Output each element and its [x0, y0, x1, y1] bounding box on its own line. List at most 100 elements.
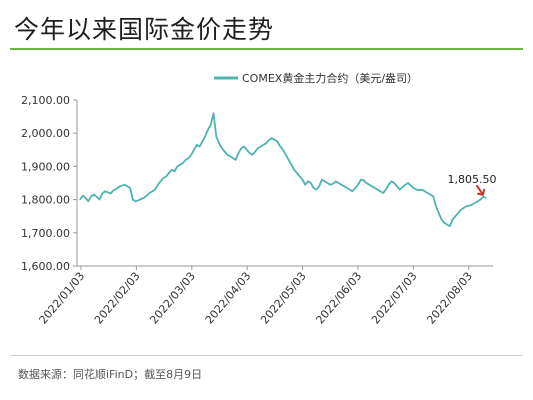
data-point	[243, 145, 245, 148]
data-point	[427, 192, 429, 194]
y-tick-label: 1,600.00	[21, 260, 70, 273]
x-tick-label: 2022/08/03	[424, 270, 475, 327]
data-point	[435, 205, 437, 207]
data-point	[212, 112, 215, 114]
legend: COMEX黄金主力合约（美元/盎司）	[214, 71, 418, 85]
data-point	[379, 190, 381, 192]
y-tick-label: 2,000.00	[21, 127, 70, 140]
data-point	[140, 198, 142, 200]
data-point	[388, 184, 390, 186]
data-point	[265, 142, 267, 144]
data-point	[104, 190, 106, 192]
data-point	[413, 187, 415, 189]
title-divider	[10, 48, 523, 50]
data-point	[343, 185, 345, 187]
data-point	[85, 197, 87, 199]
data-point	[148, 192, 151, 194]
data-point	[301, 179, 304, 181]
data-point	[129, 187, 131, 189]
data-point	[310, 182, 312, 184]
data-point	[199, 145, 201, 148]
x-tick-label: 2022/05/03	[258, 270, 309, 327]
data-point	[87, 200, 89, 202]
data-point	[187, 157, 190, 159]
data-point	[210, 124, 212, 126]
data-point	[196, 144, 198, 146]
data-point	[329, 184, 331, 186]
data-point	[182, 162, 184, 164]
data-point	[404, 184, 406, 186]
data-point	[335, 180, 337, 182]
data-point	[93, 194, 95, 196]
data-point	[235, 159, 237, 161]
data-point	[399, 189, 401, 191]
data-source-note: 数据来源：同花顺iFinD；截至8月9日	[18, 368, 203, 381]
data-point	[229, 155, 231, 157]
data-point	[463, 207, 465, 209]
data-point	[215, 135, 217, 138]
data-point	[315, 189, 317, 191]
data-point	[107, 191, 109, 193]
data-point	[438, 212, 440, 214]
data-point	[374, 187, 376, 189]
data-point	[271, 137, 273, 139]
data-point	[162, 177, 164, 179]
data-point	[471, 204, 473, 206]
data-point	[257, 147, 259, 149]
data-point	[132, 199, 134, 201]
data-point	[357, 184, 359, 186]
data-point	[299, 175, 301, 177]
data-point	[285, 154, 287, 156]
x-tick-label: 2022/06/03	[314, 270, 365, 327]
data-point	[354, 187, 356, 189]
data-point	[390, 180, 393, 182]
data-point	[137, 199, 139, 201]
data-point	[176, 165, 178, 167]
data-point	[415, 189, 418, 191]
x-tick-label: 2022/07/03	[369, 270, 420, 327]
data-point	[98, 199, 101, 201]
data-point	[96, 196, 98, 198]
data-point	[101, 193, 103, 195]
data-point	[307, 180, 309, 182]
data-point	[477, 200, 479, 202]
data-point	[190, 154, 192, 156]
data-point	[204, 135, 206, 138]
legend-label: COMEX黄金主力合约（美元/盎司）	[242, 71, 418, 85]
data-point	[340, 184, 342, 186]
data-point	[454, 215, 456, 217]
data-point	[254, 150, 256, 153]
data-point	[218, 142, 220, 144]
x-axis: 2022/01/03 2022/02/03 2022/03/03 2022/04/03…	[37, 266, 475, 327]
data-point	[440, 218, 443, 221]
data-point	[79, 199, 81, 201]
data-point	[485, 197, 487, 199]
data-point	[123, 184, 126, 186]
data-point	[326, 182, 329, 184]
data-point	[135, 200, 137, 202]
data-point	[332, 183, 334, 185]
data-point	[82, 195, 84, 197]
data-point	[376, 189, 379, 191]
data-point	[171, 169, 173, 171]
data-point	[351, 190, 354, 192]
data-point	[207, 129, 209, 131]
data-point	[276, 140, 278, 143]
data-point	[346, 187, 348, 189]
data-point	[165, 175, 167, 177]
data-point	[112, 189, 114, 191]
data-point	[293, 169, 295, 171]
data-point	[360, 179, 362, 181]
data-point	[110, 193, 112, 195]
y-tick-label: 2,100.00	[21, 94, 70, 107]
data-point	[402, 186, 404, 188]
data-point	[446, 223, 448, 226]
data-point	[249, 152, 251, 154]
data-point	[365, 182, 367, 184]
x-tick-label: 2022/02/03	[92, 270, 143, 327]
data-point	[396, 185, 398, 187]
chart-canvas: COMEX黄金主力合约（美元/盎司） 1,600.00 1,700.00 1,800…	[21, 71, 496, 327]
last-price-annotation: 1,805.50	[448, 173, 496, 196]
data-point	[421, 189, 423, 191]
data-point	[179, 164, 181, 166]
